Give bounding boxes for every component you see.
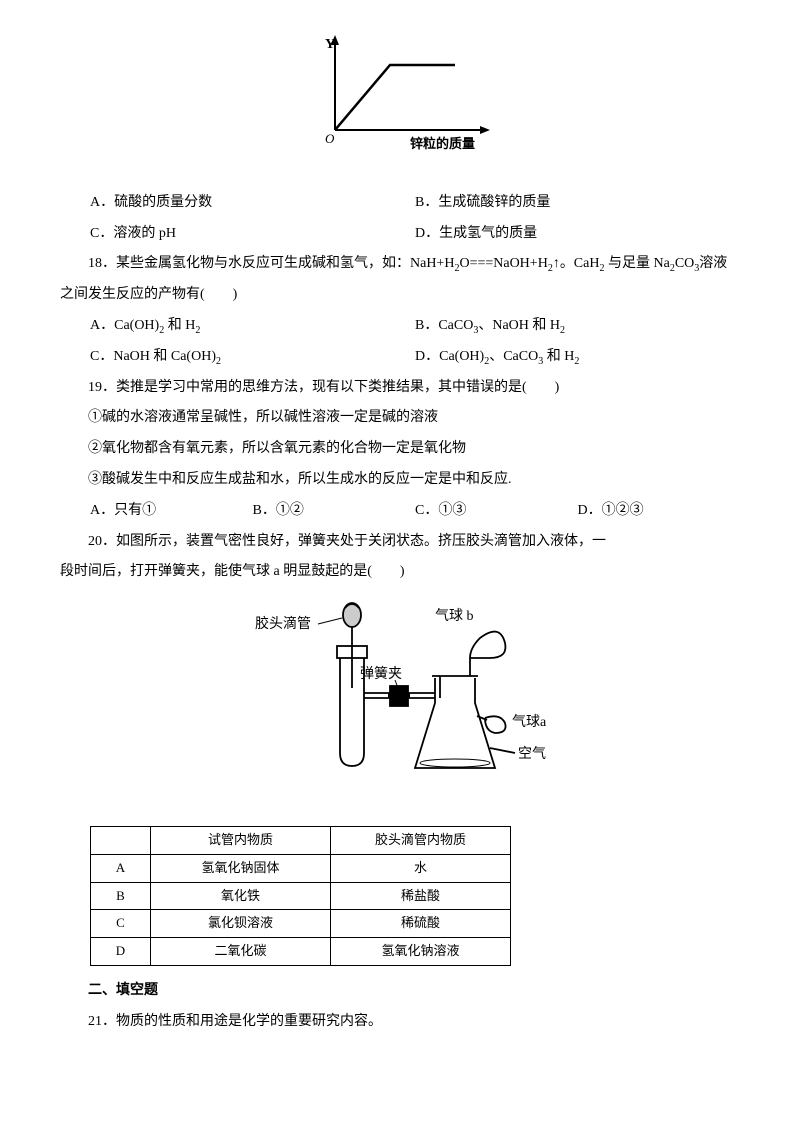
q19-opt-b: B．①② <box>253 496 416 527</box>
table-row: B 氧化铁 稀盐酸 <box>91 882 511 910</box>
q18-opt-c: C．NaOH 和 Ca(OH)2 <box>90 342 415 373</box>
cell-key: C <box>91 910 151 938</box>
cell-key: A <box>91 854 151 882</box>
q18-t4: 与足量 Na <box>604 256 669 271</box>
q19-s1: ①碱的水溶液通常呈碱性，所以碱性溶液一定是碱的溶液 <box>60 403 740 434</box>
q17-options-row1: A．硫酸的质量分数 B．生成硫酸锌的质量 <box>90 188 740 219</box>
cell-dropper: 稀硫酸 <box>331 910 511 938</box>
th-dropper: 胶头滴管内物质 <box>331 826 511 854</box>
q20-text2: 段时间后，打开弹簧夹，能使气球 a 明显鼓起的是( ) <box>60 557 740 588</box>
q20-text1: 20．如图所示，装置气密性良好，弹簧夹处于关闭状态。挤压胶头滴管加入液体，一 <box>60 527 740 558</box>
table-row: C 氯化钡溶液 稀硫酸 <box>91 910 511 938</box>
x-axis-label: 锌粒的质量 <box>410 136 475 151</box>
q18-text: 18．某些金属氢化物与水反应可生成碱和氢气，如：NaH+H2O===NaOH+H… <box>60 249 740 311</box>
section-2-header: 二、填空题 <box>60 976 740 1007</box>
q18d1: D．Ca(OH) <box>415 349 484 364</box>
q18-options-row2: C．NaOH 和 Ca(OH)2 D．Ca(OH)2、CaCO3 和 H2 <box>90 342 740 373</box>
q18a1: A．Ca(OH) <box>90 318 159 333</box>
q17-opt-a: A．硫酸的质量分数 <box>90 188 415 219</box>
q19-options: A．只有① B．①② C．①③ D．①②③ <box>90 496 740 527</box>
label-balloon-a: 气球a <box>512 714 547 730</box>
q20-apparatus: 胶头滴管 气球 b 弹簧夹 气球a 空气 <box>60 598 740 811</box>
q18-opt-b: B．CaCO3、NaOH 和 H2 <box>415 311 740 342</box>
q17-options-row2: C．溶液的 pH D．生成氢气的质量 <box>90 219 740 250</box>
q20-table: 试管内物质 胶头滴管内物质 A 氢氧化钠固体 水 B 氧化铁 稀盐酸 C 氯化钡… <box>90 826 511 966</box>
q18-t3: ↑。CaH <box>553 256 600 271</box>
cell-tube: 氯化钡溶液 <box>151 910 331 938</box>
cell-dropper: 水 <box>331 854 511 882</box>
q18-t1: 18．某些金属氢化物与水反应可生成碱和氢气，如：NaH+H <box>88 256 454 271</box>
label-dropper: 胶头滴管 <box>255 615 311 632</box>
q19-opt-c: C．①③ <box>415 496 578 527</box>
cell-dropper: 稀盐酸 <box>331 882 511 910</box>
q18d2: 、CaCO <box>489 349 538 364</box>
cell-tube: 二氧化碳 <box>151 938 331 966</box>
q19-opt-a: A．只有① <box>90 496 253 527</box>
th-tube: 试管内物质 <box>151 826 331 854</box>
origin-label: O <box>325 131 335 146</box>
q19-s3: ③酸碱发生中和反应生成盐和水，所以生成水的反应一定是中和反应. <box>60 465 740 496</box>
q18-options-row1: A．Ca(OH)2 和 H2 B．CaCO3、NaOH 和 H2 <box>90 311 740 342</box>
q18d3: 和 H <box>547 349 575 364</box>
cell-tube: 氢氧化钠固体 <box>151 854 331 882</box>
cell-key: B <box>91 882 151 910</box>
table-row: D 二氧化碳 氢氧化钠溶液 <box>91 938 511 966</box>
label-air: 空气 <box>518 746 546 762</box>
q17-graph: Y O 锌粒的质量 <box>60 30 740 173</box>
q17-opt-c: C．溶液的 pH <box>90 219 415 250</box>
q19-opt-d: D．①②③ <box>578 496 741 527</box>
label-clamp: 弹簧夹 <box>360 666 402 682</box>
y-axis-label: Y <box>325 37 335 52</box>
q19-text: 19．类推是学习中常用的思维方法，现有以下类推结果，其中错误的是( ) <box>60 373 740 404</box>
table-header-row: 试管内物质 胶头滴管内物质 <box>91 826 511 854</box>
q18a2: 和 H <box>168 318 196 333</box>
th-blank <box>91 826 151 854</box>
cell-tube: 氧化铁 <box>151 882 331 910</box>
label-balloon-b: 气球 b <box>435 608 474 624</box>
graph-svg: Y O 锌粒的质量 <box>295 30 505 160</box>
q17-opt-b: B．生成硫酸锌的质量 <box>415 188 740 219</box>
apparatus-svg: 胶头滴管 气球 b 弹簧夹 气球a 空气 <box>240 598 560 798</box>
cell-dropper: 氢氧化钠溶液 <box>331 938 511 966</box>
table-row: A 氢氧化钠固体 水 <box>91 854 511 882</box>
cell-key: D <box>91 938 151 966</box>
q21-text: 21．物质的性质和用途是化学的重要研究内容。 <box>60 1007 740 1038</box>
q18b2: 、NaOH 和 H <box>478 318 560 333</box>
q19-s2: ②氧化物都含有氧元素，所以含氧元素的化合物一定是氧化物 <box>60 434 740 465</box>
q18b1: B．CaCO <box>415 318 473 333</box>
q17-opt-d: D．生成氢气的质量 <box>415 219 740 250</box>
q18c1: C．NaOH 和 Ca(OH) <box>90 349 216 364</box>
q18-opt-a: A．Ca(OH)2 和 H2 <box>90 311 415 342</box>
q18-t2: O===NaOH+H <box>459 256 547 271</box>
q18-opt-d: D．Ca(OH)2、CaCO3 和 H2 <box>415 342 740 373</box>
